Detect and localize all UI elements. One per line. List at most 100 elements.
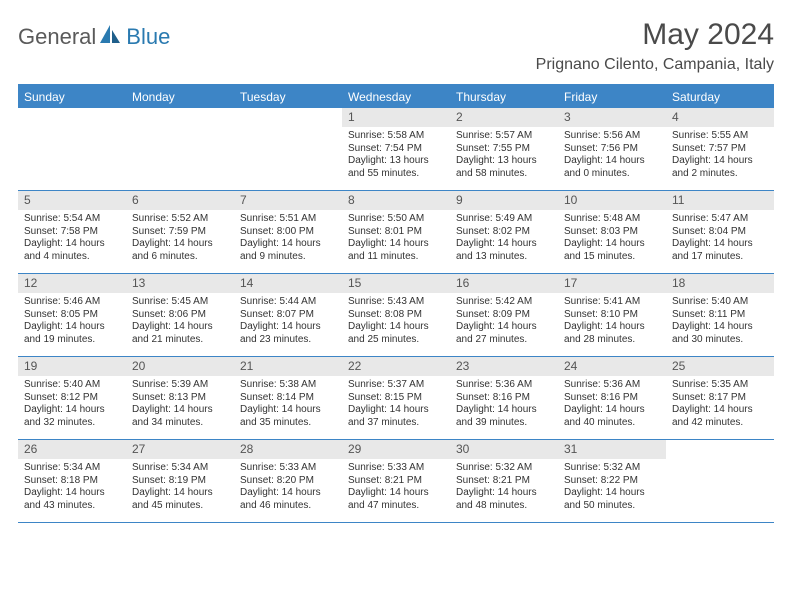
sunrise-text: Sunrise: 5:40 AM [672, 296, 768, 309]
day-body: Sunrise: 5:54 AMSunset: 7:58 PMDaylight:… [18, 210, 126, 267]
daylight-text: Daylight: 14 hours and 25 minutes. [348, 321, 444, 346]
day-number: 10 [558, 191, 666, 210]
week-row: 19Sunrise: 5:40 AMSunset: 8:12 PMDayligh… [18, 357, 774, 440]
day-cell: 29Sunrise: 5:33 AMSunset: 8:21 PMDayligh… [342, 440, 450, 522]
week-row: 12Sunrise: 5:46 AMSunset: 8:05 PMDayligh… [18, 274, 774, 357]
sunrise-text: Sunrise: 5:44 AM [240, 296, 336, 309]
sunset-text: Sunset: 8:09 PM [456, 309, 552, 322]
daylight-text: Daylight: 14 hours and 21 minutes. [132, 321, 228, 346]
day-cell: 13Sunrise: 5:45 AMSunset: 8:06 PMDayligh… [126, 274, 234, 356]
sunrise-text: Sunrise: 5:42 AM [456, 296, 552, 309]
sunset-text: Sunset: 7:55 PM [456, 143, 552, 156]
day-number: 18 [666, 274, 774, 293]
daylight-text: Daylight: 14 hours and 30 minutes. [672, 321, 768, 346]
day-cell: 17Sunrise: 5:41 AMSunset: 8:10 PMDayligh… [558, 274, 666, 356]
sunset-text: Sunset: 8:20 PM [240, 475, 336, 488]
sunset-text: Sunset: 8:17 PM [672, 392, 768, 405]
daylight-text: Daylight: 14 hours and 46 minutes. [240, 487, 336, 512]
week-row: 1Sunrise: 5:58 AMSunset: 7:54 PMDaylight… [18, 108, 774, 191]
day-cell: 19Sunrise: 5:40 AMSunset: 8:12 PMDayligh… [18, 357, 126, 439]
day-body: Sunrise: 5:36 AMSunset: 8:16 PMDaylight:… [558, 376, 666, 433]
sunrise-text: Sunrise: 5:38 AM [240, 379, 336, 392]
day-body: Sunrise: 5:37 AMSunset: 8:15 PMDaylight:… [342, 376, 450, 433]
sunrise-text: Sunrise: 5:46 AM [24, 296, 120, 309]
day-body: Sunrise: 5:48 AMSunset: 8:03 PMDaylight:… [558, 210, 666, 267]
day-body: Sunrise: 5:55 AMSunset: 7:57 PMDaylight:… [666, 127, 774, 184]
day-cell: 5Sunrise: 5:54 AMSunset: 7:58 PMDaylight… [18, 191, 126, 273]
day-number: 17 [558, 274, 666, 293]
sunrise-text: Sunrise: 5:41 AM [564, 296, 660, 309]
day-cell: 10Sunrise: 5:48 AMSunset: 8:03 PMDayligh… [558, 191, 666, 273]
day-number: 31 [558, 440, 666, 459]
calendar-page: General Blue May 2024 Prignano Cilento, … [0, 0, 792, 523]
daylight-text: Daylight: 14 hours and 42 minutes. [672, 404, 768, 429]
daylight-text: Daylight: 14 hours and 13 minutes. [456, 238, 552, 263]
day-cell: 26Sunrise: 5:34 AMSunset: 8:18 PMDayligh… [18, 440, 126, 522]
daylight-text: Daylight: 14 hours and 27 minutes. [456, 321, 552, 346]
day-number: 21 [234, 357, 342, 376]
daylight-text: Daylight: 14 hours and 32 minutes. [24, 404, 120, 429]
day-cell: 2Sunrise: 5:57 AMSunset: 7:55 PMDaylight… [450, 108, 558, 190]
sunset-text: Sunset: 7:57 PM [672, 143, 768, 156]
day-body: Sunrise: 5:42 AMSunset: 8:09 PMDaylight:… [450, 293, 558, 350]
dow-sunday: Sunday [18, 86, 126, 108]
sunset-text: Sunset: 8:12 PM [24, 392, 120, 405]
day-body: Sunrise: 5:40 AMSunset: 8:11 PMDaylight:… [666, 293, 774, 350]
daylight-text: Daylight: 14 hours and 35 minutes. [240, 404, 336, 429]
sunset-text: Sunset: 8:10 PM [564, 309, 660, 322]
sunset-text: Sunset: 8:00 PM [240, 226, 336, 239]
sunrise-text: Sunrise: 5:49 AM [456, 213, 552, 226]
sunrise-text: Sunrise: 5:32 AM [456, 462, 552, 475]
day-cell: 6Sunrise: 5:52 AMSunset: 7:59 PMDaylight… [126, 191, 234, 273]
daylight-text: Daylight: 14 hours and 34 minutes. [132, 404, 228, 429]
day-number: 22 [342, 357, 450, 376]
daylight-text: Daylight: 14 hours and 50 minutes. [564, 487, 660, 512]
sunrise-text: Sunrise: 5:33 AM [240, 462, 336, 475]
sunrise-text: Sunrise: 5:36 AM [456, 379, 552, 392]
day-body: Sunrise: 5:33 AMSunset: 8:21 PMDaylight:… [342, 459, 450, 516]
day-cell: 27Sunrise: 5:34 AMSunset: 8:19 PMDayligh… [126, 440, 234, 522]
calendar: Sunday Monday Tuesday Wednesday Thursday… [18, 84, 774, 523]
daylight-text: Daylight: 14 hours and 4 minutes. [24, 238, 120, 263]
day-cell [126, 108, 234, 190]
daylight-text: Daylight: 14 hours and 23 minutes. [240, 321, 336, 346]
sunrise-text: Sunrise: 5:52 AM [132, 213, 228, 226]
day-number: 2 [450, 108, 558, 127]
sunrise-text: Sunrise: 5:34 AM [132, 462, 228, 475]
sunrise-text: Sunrise: 5:54 AM [24, 213, 120, 226]
sunset-text: Sunset: 7:56 PM [564, 143, 660, 156]
sunrise-text: Sunrise: 5:51 AM [240, 213, 336, 226]
day-number: 16 [450, 274, 558, 293]
daylight-text: Daylight: 14 hours and 39 minutes. [456, 404, 552, 429]
daylight-text: Daylight: 14 hours and 2 minutes. [672, 155, 768, 180]
day-number: 9 [450, 191, 558, 210]
day-cell: 30Sunrise: 5:32 AMSunset: 8:21 PMDayligh… [450, 440, 558, 522]
day-cell: 23Sunrise: 5:36 AMSunset: 8:16 PMDayligh… [450, 357, 558, 439]
sunrise-text: Sunrise: 5:32 AM [564, 462, 660, 475]
day-number: 12 [18, 274, 126, 293]
day-cell: 15Sunrise: 5:43 AMSunset: 8:08 PMDayligh… [342, 274, 450, 356]
sunset-text: Sunset: 8:02 PM [456, 226, 552, 239]
sunset-text: Sunset: 8:19 PM [132, 475, 228, 488]
day-number: 6 [126, 191, 234, 210]
day-number: 20 [126, 357, 234, 376]
sunset-text: Sunset: 7:59 PM [132, 226, 228, 239]
day-body: Sunrise: 5:38 AMSunset: 8:14 PMDaylight:… [234, 376, 342, 433]
daylight-text: Daylight: 14 hours and 19 minutes. [24, 321, 120, 346]
day-cell: 3Sunrise: 5:56 AMSunset: 7:56 PMDaylight… [558, 108, 666, 190]
daylight-text: Daylight: 13 hours and 55 minutes. [348, 155, 444, 180]
day-number: 8 [342, 191, 450, 210]
daylight-text: Daylight: 14 hours and 0 minutes. [564, 155, 660, 180]
day-body: Sunrise: 5:49 AMSunset: 8:02 PMDaylight:… [450, 210, 558, 267]
dow-friday: Friday [558, 86, 666, 108]
week-row: 5Sunrise: 5:54 AMSunset: 7:58 PMDaylight… [18, 191, 774, 274]
day-body: Sunrise: 5:34 AMSunset: 8:19 PMDaylight:… [126, 459, 234, 516]
sunrise-text: Sunrise: 5:58 AM [348, 130, 444, 143]
sunrise-text: Sunrise: 5:37 AM [348, 379, 444, 392]
day-number: 7 [234, 191, 342, 210]
sunset-text: Sunset: 8:04 PM [672, 226, 768, 239]
sunrise-text: Sunrise: 5:36 AM [564, 379, 660, 392]
sunset-text: Sunset: 8:11 PM [672, 309, 768, 322]
day-of-week-header: Sunday Monday Tuesday Wednesday Thursday… [18, 86, 774, 108]
day-number: 1 [342, 108, 450, 127]
